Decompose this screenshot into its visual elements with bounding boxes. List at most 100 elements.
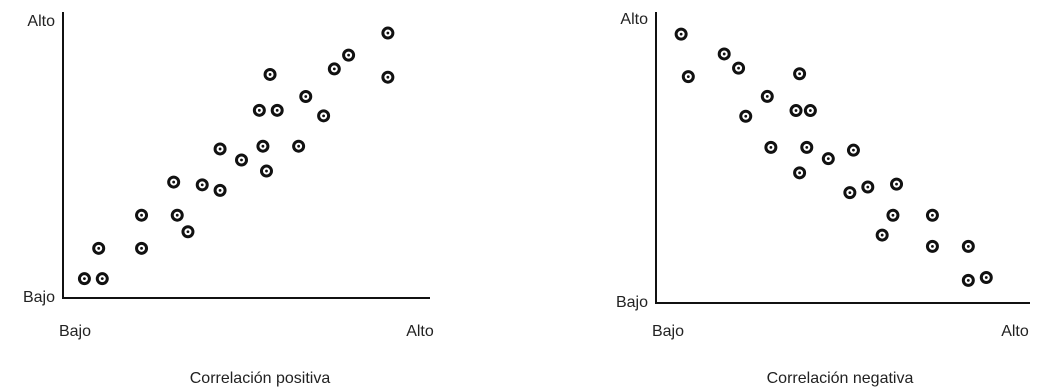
scatter-point: [95, 272, 109, 286]
scatter-point: [235, 153, 248, 167]
point-center: [257, 108, 261, 112]
point-center: [826, 157, 830, 161]
point-center: [297, 144, 301, 148]
point-center: [175, 213, 179, 217]
scatter-point: [961, 239, 975, 253]
scatter-point: [92, 241, 106, 255]
point-center: [931, 245, 934, 248]
y-tick-label: Alto: [620, 11, 648, 28]
scatter-point: [327, 62, 341, 76]
x-tick-label: Alto: [1001, 323, 1029, 340]
scatter-point: [803, 104, 817, 118]
point-center: [386, 75, 390, 79]
scatter-point: [961, 273, 975, 287]
scatter-point: [256, 139, 270, 153]
point-center: [186, 230, 190, 234]
scatter-point: [317, 109, 331, 123]
point-center: [140, 246, 143, 250]
point-center: [744, 114, 748, 118]
point-center: [891, 213, 895, 217]
scatter-point: [764, 140, 778, 154]
scatter-point: [846, 143, 860, 157]
point-center: [100, 277, 104, 281]
point-center: [805, 145, 809, 149]
chart-title: Correlación positiva: [190, 370, 331, 387]
scatter-point: [681, 70, 695, 84]
point-center: [200, 183, 204, 187]
point-center: [218, 147, 222, 151]
y-tick-label: Bajo: [616, 294, 648, 311]
point-center: [83, 277, 86, 281]
point-center: [332, 67, 336, 71]
point-center: [931, 213, 934, 217]
scatter-point: [760, 89, 774, 103]
scatter-point: [381, 26, 395, 40]
point-center: [172, 180, 176, 184]
point-center: [304, 95, 308, 98]
point-center: [261, 144, 265, 148]
scatter-point: [342, 48, 356, 62]
point-center: [984, 276, 988, 279]
scatter-point: [717, 47, 731, 61]
scatter-point: [739, 109, 753, 123]
point-center: [966, 245, 970, 248]
point-center: [347, 53, 350, 57]
scatter-point: [263, 67, 277, 81]
point-center: [798, 72, 801, 76]
point-center: [140, 213, 143, 217]
point-center: [880, 233, 884, 237]
point-center: [275, 108, 279, 112]
scatter-point: [181, 225, 195, 239]
scatter-point: [381, 70, 395, 84]
scatter-point: [252, 103, 266, 117]
point-center: [386, 31, 390, 35]
scatter-point: [259, 164, 273, 178]
scatter-point: [732, 61, 746, 75]
point-center: [268, 73, 272, 76]
x-tick-label: Bajo: [652, 323, 684, 340]
point-center: [848, 191, 852, 195]
point-center: [97, 246, 101, 250]
scatter-point: [195, 178, 209, 192]
point-center: [808, 109, 812, 112]
scatter-point: [793, 166, 807, 180]
point-center: [737, 66, 740, 70]
scatter-point: [875, 228, 889, 242]
scatter-point: [135, 208, 149, 222]
scatter-point: [843, 186, 857, 200]
point-center: [679, 32, 683, 36]
scatter-point: [213, 183, 227, 197]
point-center: [769, 145, 773, 149]
y-tick-label: Alto: [27, 13, 55, 30]
scatter-point: [821, 152, 835, 166]
point-center: [895, 182, 898, 186]
scatter-point: [925, 239, 939, 253]
scatter-point: [925, 208, 939, 222]
scatter-point: [886, 208, 900, 222]
scatter-point: [170, 208, 184, 222]
chart-title: Correlación negativa: [767, 370, 914, 387]
scatter-point: [213, 142, 227, 156]
point-center: [218, 188, 222, 192]
point-center: [265, 169, 268, 173]
point-center: [765, 95, 769, 98]
scatter-point: [674, 27, 688, 41]
scatter-point: [789, 104, 803, 118]
point-center: [794, 109, 798, 112]
scatter-point: [299, 90, 313, 104]
point-center: [322, 114, 326, 118]
scatter-point: [270, 103, 284, 117]
scatter-point: [800, 140, 814, 154]
point-center: [686, 75, 690, 78]
point-center: [852, 148, 855, 152]
scatter-point: [77, 272, 91, 286]
scatter-point: [167, 175, 181, 189]
x-tick-label: Alto: [406, 323, 434, 340]
scatter-point: [135, 241, 149, 255]
point-center: [798, 171, 801, 175]
scatter-point: [793, 67, 807, 81]
scatter-point: [861, 180, 875, 194]
scatter-point: [292, 139, 306, 153]
y-tick-label: Bajo: [23, 289, 55, 306]
